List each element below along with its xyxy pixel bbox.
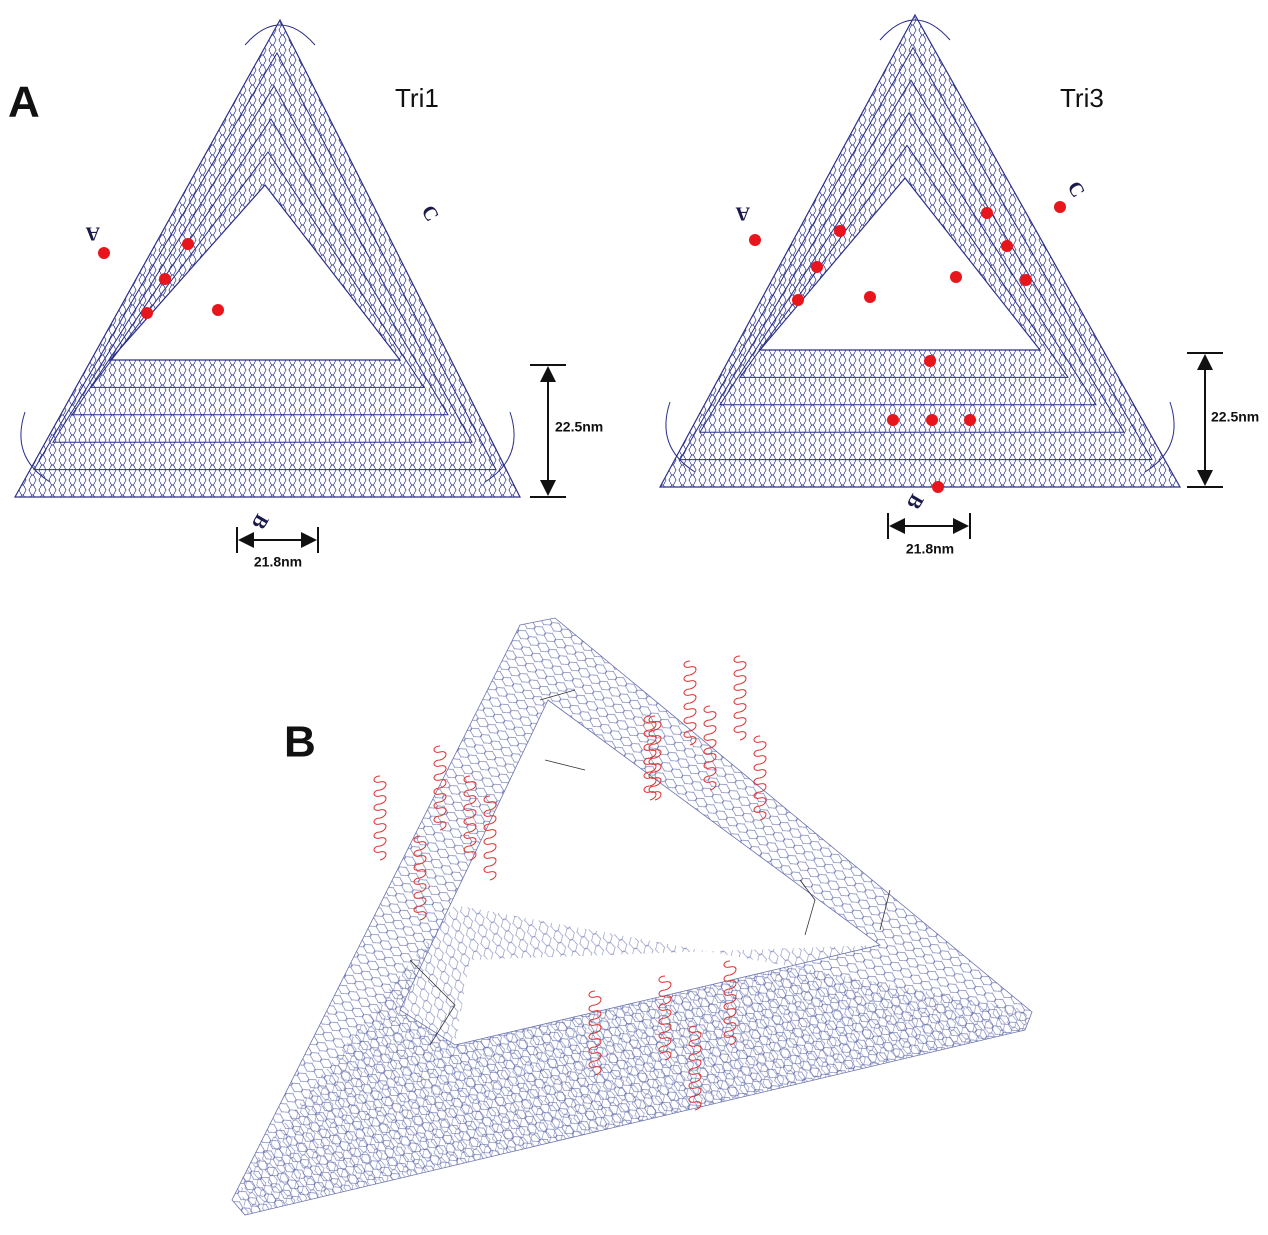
- dye-site: [864, 291, 876, 303]
- tri1-design: [15, 20, 520, 497]
- dye-site: [792, 294, 804, 306]
- dye-site: [1054, 201, 1066, 213]
- design-name: Tri1: [395, 83, 439, 113]
- corner-label: C: [1063, 178, 1089, 202]
- dye-site: [212, 304, 224, 316]
- dye-site: [98, 247, 110, 259]
- dye-site: [182, 238, 194, 250]
- height-label: 22.5nm: [555, 419, 603, 435]
- 3d-model: [232, 618, 1032, 1215]
- panel-label: B: [284, 718, 316, 767]
- dye-site: [964, 414, 976, 426]
- dye-site: [141, 307, 153, 319]
- dye-site: [926, 414, 938, 426]
- corner-label: A: [85, 222, 100, 244]
- figure: A B Tri1 Tri3 22.5nm 21.8nm 22.5nm 21.8n…: [0, 0, 1268, 1230]
- dye-helix: [374, 776, 386, 860]
- dye-site: [811, 261, 823, 273]
- corner-label: B: [247, 510, 273, 533]
- corner-label: A: [735, 202, 750, 224]
- dye-site: [924, 355, 936, 367]
- dye-site: [159, 273, 171, 285]
- dye-site: [1001, 240, 1013, 252]
- dye-site: [834, 225, 846, 237]
- design-name: Tri3: [1060, 83, 1104, 113]
- dye-site: [981, 207, 993, 219]
- dye-site: [887, 414, 899, 426]
- dye-site: [749, 234, 761, 246]
- height-label: 22.5nm: [1211, 409, 1259, 425]
- panel-label: A: [8, 78, 40, 127]
- corner-label: B: [902, 490, 928, 513]
- width-label: 21.8nm: [254, 554, 302, 570]
- helix-band: [15, 20, 520, 497]
- dye-site: [932, 481, 944, 493]
- corner-label: C: [417, 202, 443, 226]
- dye-helix: [734, 656, 746, 740]
- width-label: 21.8nm: [906, 541, 954, 557]
- dye-site: [950, 271, 962, 283]
- dye-site: [1020, 274, 1032, 286]
